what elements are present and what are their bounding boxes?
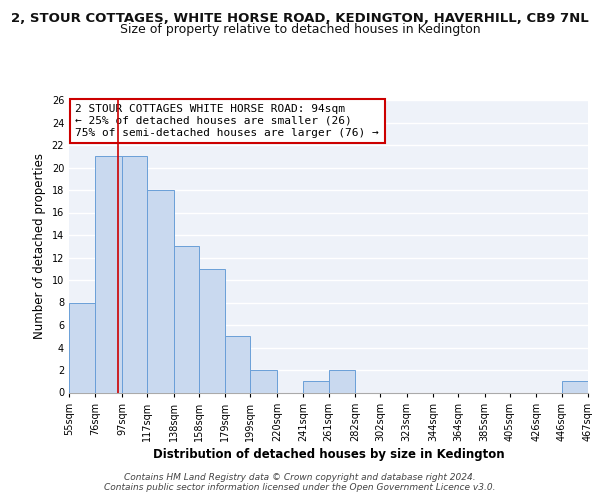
Bar [122, 156, 147, 392]
Y-axis label: Number of detached properties: Number of detached properties [33, 153, 46, 340]
Bar [147, 190, 173, 392]
Text: 2 STOUR COTTAGES WHITE HORSE ROAD: 94sqm
← 25% of detached houses are smaller (2: 2 STOUR COTTAGES WHITE HORSE ROAD: 94sqm… [75, 104, 379, 138]
Bar [69, 302, 95, 392]
Bar [250, 370, 277, 392]
Bar [173, 246, 199, 392]
Bar [225, 336, 250, 392]
X-axis label: Distribution of detached houses by size in Kedington: Distribution of detached houses by size … [152, 448, 505, 461]
Bar [95, 156, 122, 392]
Bar [562, 381, 588, 392]
Bar [199, 269, 225, 392]
Text: Contains public sector information licensed under the Open Government Licence v3: Contains public sector information licen… [104, 482, 496, 492]
Bar [329, 370, 355, 392]
Text: Contains HM Land Registry data © Crown copyright and database right 2024.: Contains HM Land Registry data © Crown c… [124, 472, 476, 482]
Text: Size of property relative to detached houses in Kedington: Size of property relative to detached ho… [119, 22, 481, 36]
Text: 2, STOUR COTTAGES, WHITE HORSE ROAD, KEDINGTON, HAVERHILL, CB9 7NL: 2, STOUR COTTAGES, WHITE HORSE ROAD, KED… [11, 12, 589, 26]
Bar [304, 381, 329, 392]
